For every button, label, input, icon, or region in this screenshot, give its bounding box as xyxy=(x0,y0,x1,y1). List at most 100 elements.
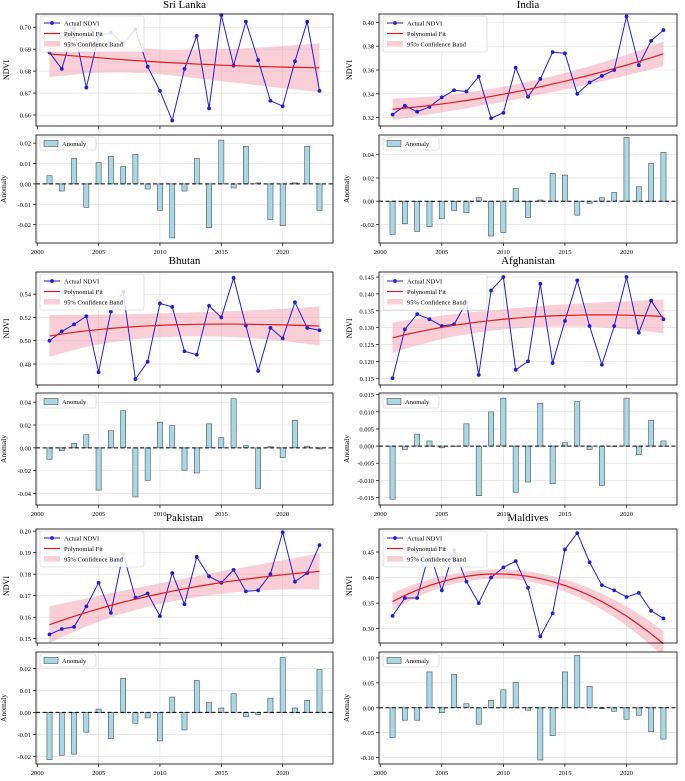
y-tick-label: 0.30 xyxy=(363,626,374,633)
anomaly-legend: Anomaly xyxy=(382,653,440,668)
anomaly-legend: Anomaly xyxy=(39,394,97,409)
anomaly-bar xyxy=(71,158,77,185)
ndvi-point xyxy=(219,315,224,320)
ndvi-point xyxy=(293,579,297,584)
anomaly-bar xyxy=(157,421,163,449)
anomaly-bar xyxy=(292,420,298,449)
legend-actual-marker xyxy=(393,21,397,25)
anomaly-bar xyxy=(206,423,212,449)
anomaly-axes-frame xyxy=(378,134,678,244)
ndvi-point xyxy=(268,572,273,577)
ndvi-point xyxy=(72,624,76,629)
ndvi-point xyxy=(280,336,285,341)
x-tick-label: 2010 xyxy=(153,249,166,256)
y-tick-label: 0.02 xyxy=(20,423,31,430)
panel-bhutan: Bhutan 0.48 0.50 0.52 0.54 NDVI Actual NDVI Pol… xyxy=(0,255,334,518)
anomaly-bar xyxy=(574,401,581,447)
anomaly-bar xyxy=(438,200,445,219)
anomaly-bar xyxy=(414,433,421,447)
y-tick-label: 0.125 xyxy=(359,342,374,349)
anomaly-bar xyxy=(525,200,531,218)
ndvi-point xyxy=(661,28,666,32)
anomaly-bar xyxy=(279,447,286,458)
anomaly-bar xyxy=(635,445,642,455)
anomaly-bar xyxy=(230,693,237,713)
ndvi-point xyxy=(476,601,481,606)
ndvi-point xyxy=(145,591,150,596)
ndvi-point xyxy=(280,104,285,109)
anomaly-bar xyxy=(132,712,139,724)
y-tick-label: 0.00 xyxy=(363,199,374,206)
anomaly-bar xyxy=(267,183,274,220)
ndvi-point xyxy=(636,591,641,595)
anomaly-bar xyxy=(623,707,630,720)
anomaly-axes-frame xyxy=(378,651,678,765)
ndvi-point xyxy=(108,309,113,314)
y-tick-label: -0.05 xyxy=(360,730,374,737)
ndvi-point xyxy=(612,324,617,328)
x-tick-label: 2020 xyxy=(276,770,289,777)
anomaly-bar xyxy=(46,712,53,760)
legend-band-swatch xyxy=(44,556,60,562)
anomaly-axes-bg xyxy=(379,135,677,243)
legend-fit-label: Polynomial Fit xyxy=(407,546,446,553)
legend-actual-label: Actual NDVI xyxy=(64,21,99,28)
ndvi-point xyxy=(84,314,89,319)
ndvi-point xyxy=(256,58,261,63)
y-tick-label: 0.00 xyxy=(20,445,31,452)
y-tick-label: 0.67 xyxy=(20,91,32,98)
anomaly-bar xyxy=(169,425,176,449)
ndvi-point xyxy=(649,608,654,613)
legend-fit-label: Polynomial Fit xyxy=(407,31,446,38)
anomaly-bar xyxy=(500,200,507,233)
x-tick-label: 2000 xyxy=(374,511,387,518)
y-tick-label: 0.00 xyxy=(363,705,374,712)
anomaly-bar xyxy=(512,682,519,709)
legend-anomaly-swatch xyxy=(43,657,59,664)
ndvi-point xyxy=(145,359,150,364)
ndvi-point xyxy=(649,38,654,43)
ndvi-point xyxy=(575,278,580,283)
legend-band-swatch xyxy=(44,299,60,305)
legend-band-label: 95% Confidence Band xyxy=(64,300,124,307)
anomaly-bar xyxy=(537,199,544,202)
ndvi-point xyxy=(84,604,89,609)
anomaly-bar xyxy=(58,712,65,756)
legend-actual-label: Actual NDVI xyxy=(64,279,99,286)
ndvi-point xyxy=(538,634,543,639)
anomaly-bar xyxy=(95,162,102,185)
anomaly-bar xyxy=(95,447,102,491)
ndvi-axes-frame xyxy=(378,13,678,127)
anomaly-bar xyxy=(599,445,605,486)
anomaly-bar xyxy=(660,440,667,447)
anomaly-bar xyxy=(475,197,482,202)
ndvi-point xyxy=(612,588,617,593)
ndvi-point xyxy=(526,94,530,99)
y-tick-label: -0.010 xyxy=(357,478,374,485)
anomaly-bar xyxy=(304,700,311,713)
anomaly-bar xyxy=(218,139,225,185)
anomaly-bar xyxy=(426,671,433,709)
anomaly-bar xyxy=(193,680,200,713)
ndvi-point xyxy=(587,324,592,328)
legend-actual-marker xyxy=(393,279,397,283)
y-tick-label: 0.01 xyxy=(20,688,31,695)
ndvi-ylabel: NDVI xyxy=(345,318,354,338)
anomaly-bar xyxy=(562,671,568,709)
legend-actual-marker xyxy=(50,279,54,283)
legend-anomaly-label: Anomaly xyxy=(405,399,430,406)
anomaly-bar xyxy=(611,192,618,202)
ndvi-point xyxy=(636,63,641,68)
legend-anomaly-swatch xyxy=(386,398,402,405)
legend-actual-label: Actual NDVI xyxy=(64,536,99,543)
ndvi-point xyxy=(317,88,322,93)
x-tick-label: 2010 xyxy=(497,511,510,518)
y-tick-label: 0.010 xyxy=(359,409,374,416)
y-tick-label: 0.145 xyxy=(359,275,374,282)
legend-anomaly-swatch xyxy=(43,140,59,147)
anomaly-bar xyxy=(635,186,642,202)
ndvi-point xyxy=(624,275,629,279)
ndvi-point xyxy=(489,116,493,121)
anomaly-bar xyxy=(402,445,408,450)
